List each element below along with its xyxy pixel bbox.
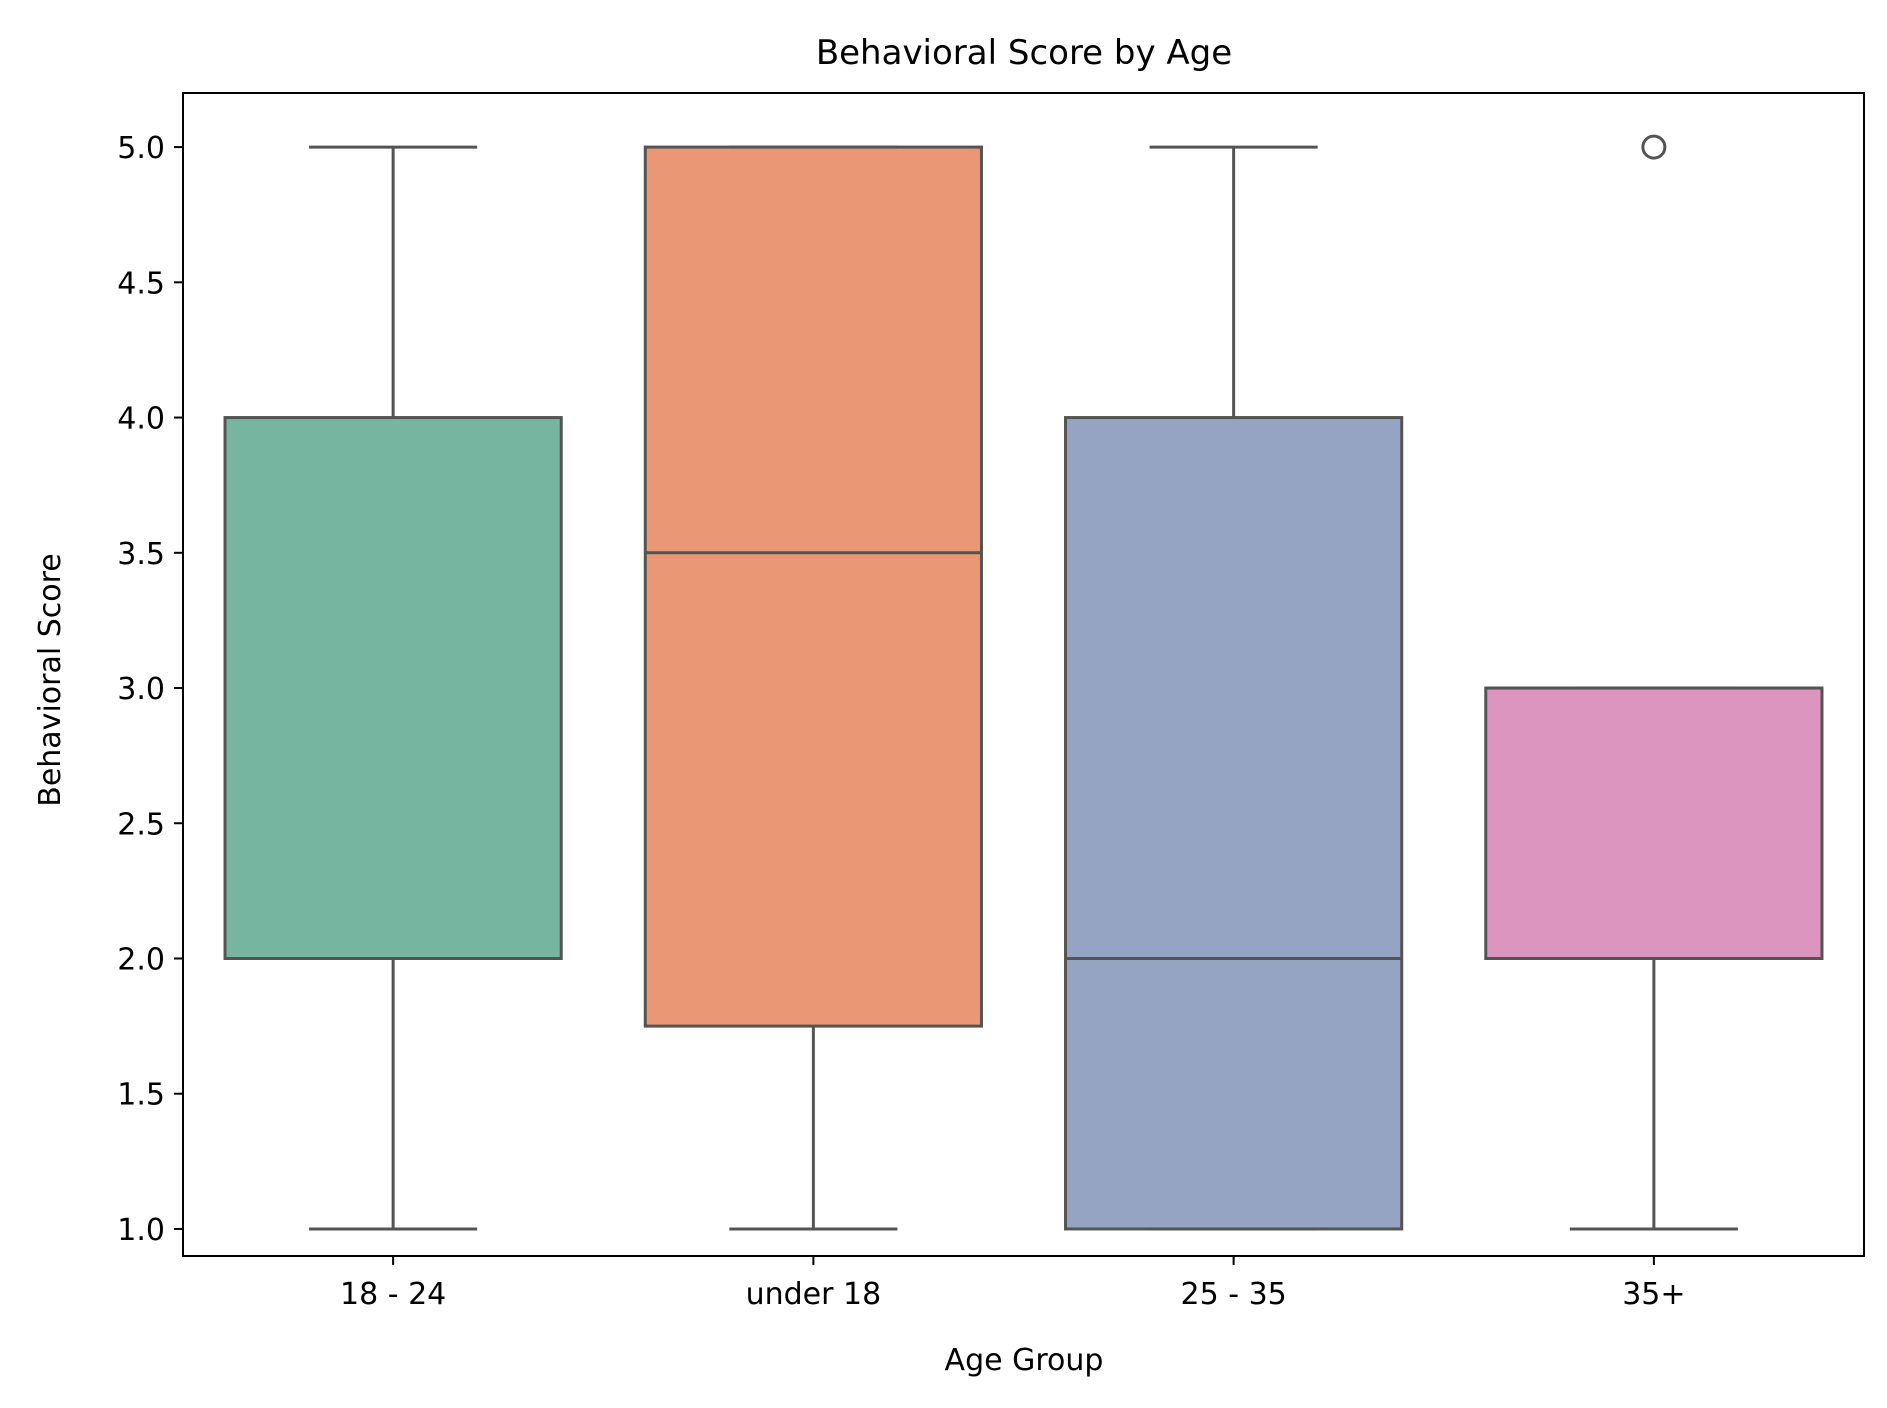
box-group: [223, 145, 563, 1231]
y-axis: 1.0 1.5 2.0 2.5 3.0 3.5 4.0 4.5 5.0: [117, 131, 183, 1248]
box-group: [1484, 134, 1824, 1231]
boxes-layer: [223, 134, 1824, 1231]
chart-title: Behavioral Score by Age: [816, 33, 1232, 73]
y-tick-label: 1.0: [117, 1213, 165, 1248]
plot-frame: [182, 92, 1865, 1257]
x-axis: 18 - 24 under 18 25 - 35 35+: [340, 1256, 1686, 1312]
y-tick-label: 1.5: [117, 1078, 165, 1113]
box-group: [643, 145, 983, 1231]
outlier-point: [1641, 134, 1667, 160]
y-tick-label: 2.5: [117, 807, 165, 842]
y-tick-label: 5.0: [117, 131, 165, 166]
y-tick-label: 2.0: [117, 942, 165, 977]
box-body: [1484, 686, 1824, 960]
x-tick-label: 25 - 35: [1181, 1277, 1287, 1312]
x-tick-label: 35+: [1622, 1277, 1685, 1312]
x-tick-label: under 18: [746, 1277, 882, 1312]
y-tick-label: 4.5: [117, 266, 165, 301]
box-body: [223, 416, 563, 960]
y-tick-label: 3.5: [117, 537, 165, 572]
y-axis-label: Behavioral Score: [33, 553, 68, 807]
box-body: [1064, 416, 1404, 1231]
box-body: [643, 145, 983, 1028]
x-axis-label: Age Group: [945, 1343, 1104, 1378]
y-tick-label: 4.0: [117, 402, 165, 437]
x-tick-label: 18 - 24: [340, 1277, 446, 1312]
y-tick-label: 3.0: [117, 672, 165, 707]
box-group: [1064, 145, 1404, 1231]
